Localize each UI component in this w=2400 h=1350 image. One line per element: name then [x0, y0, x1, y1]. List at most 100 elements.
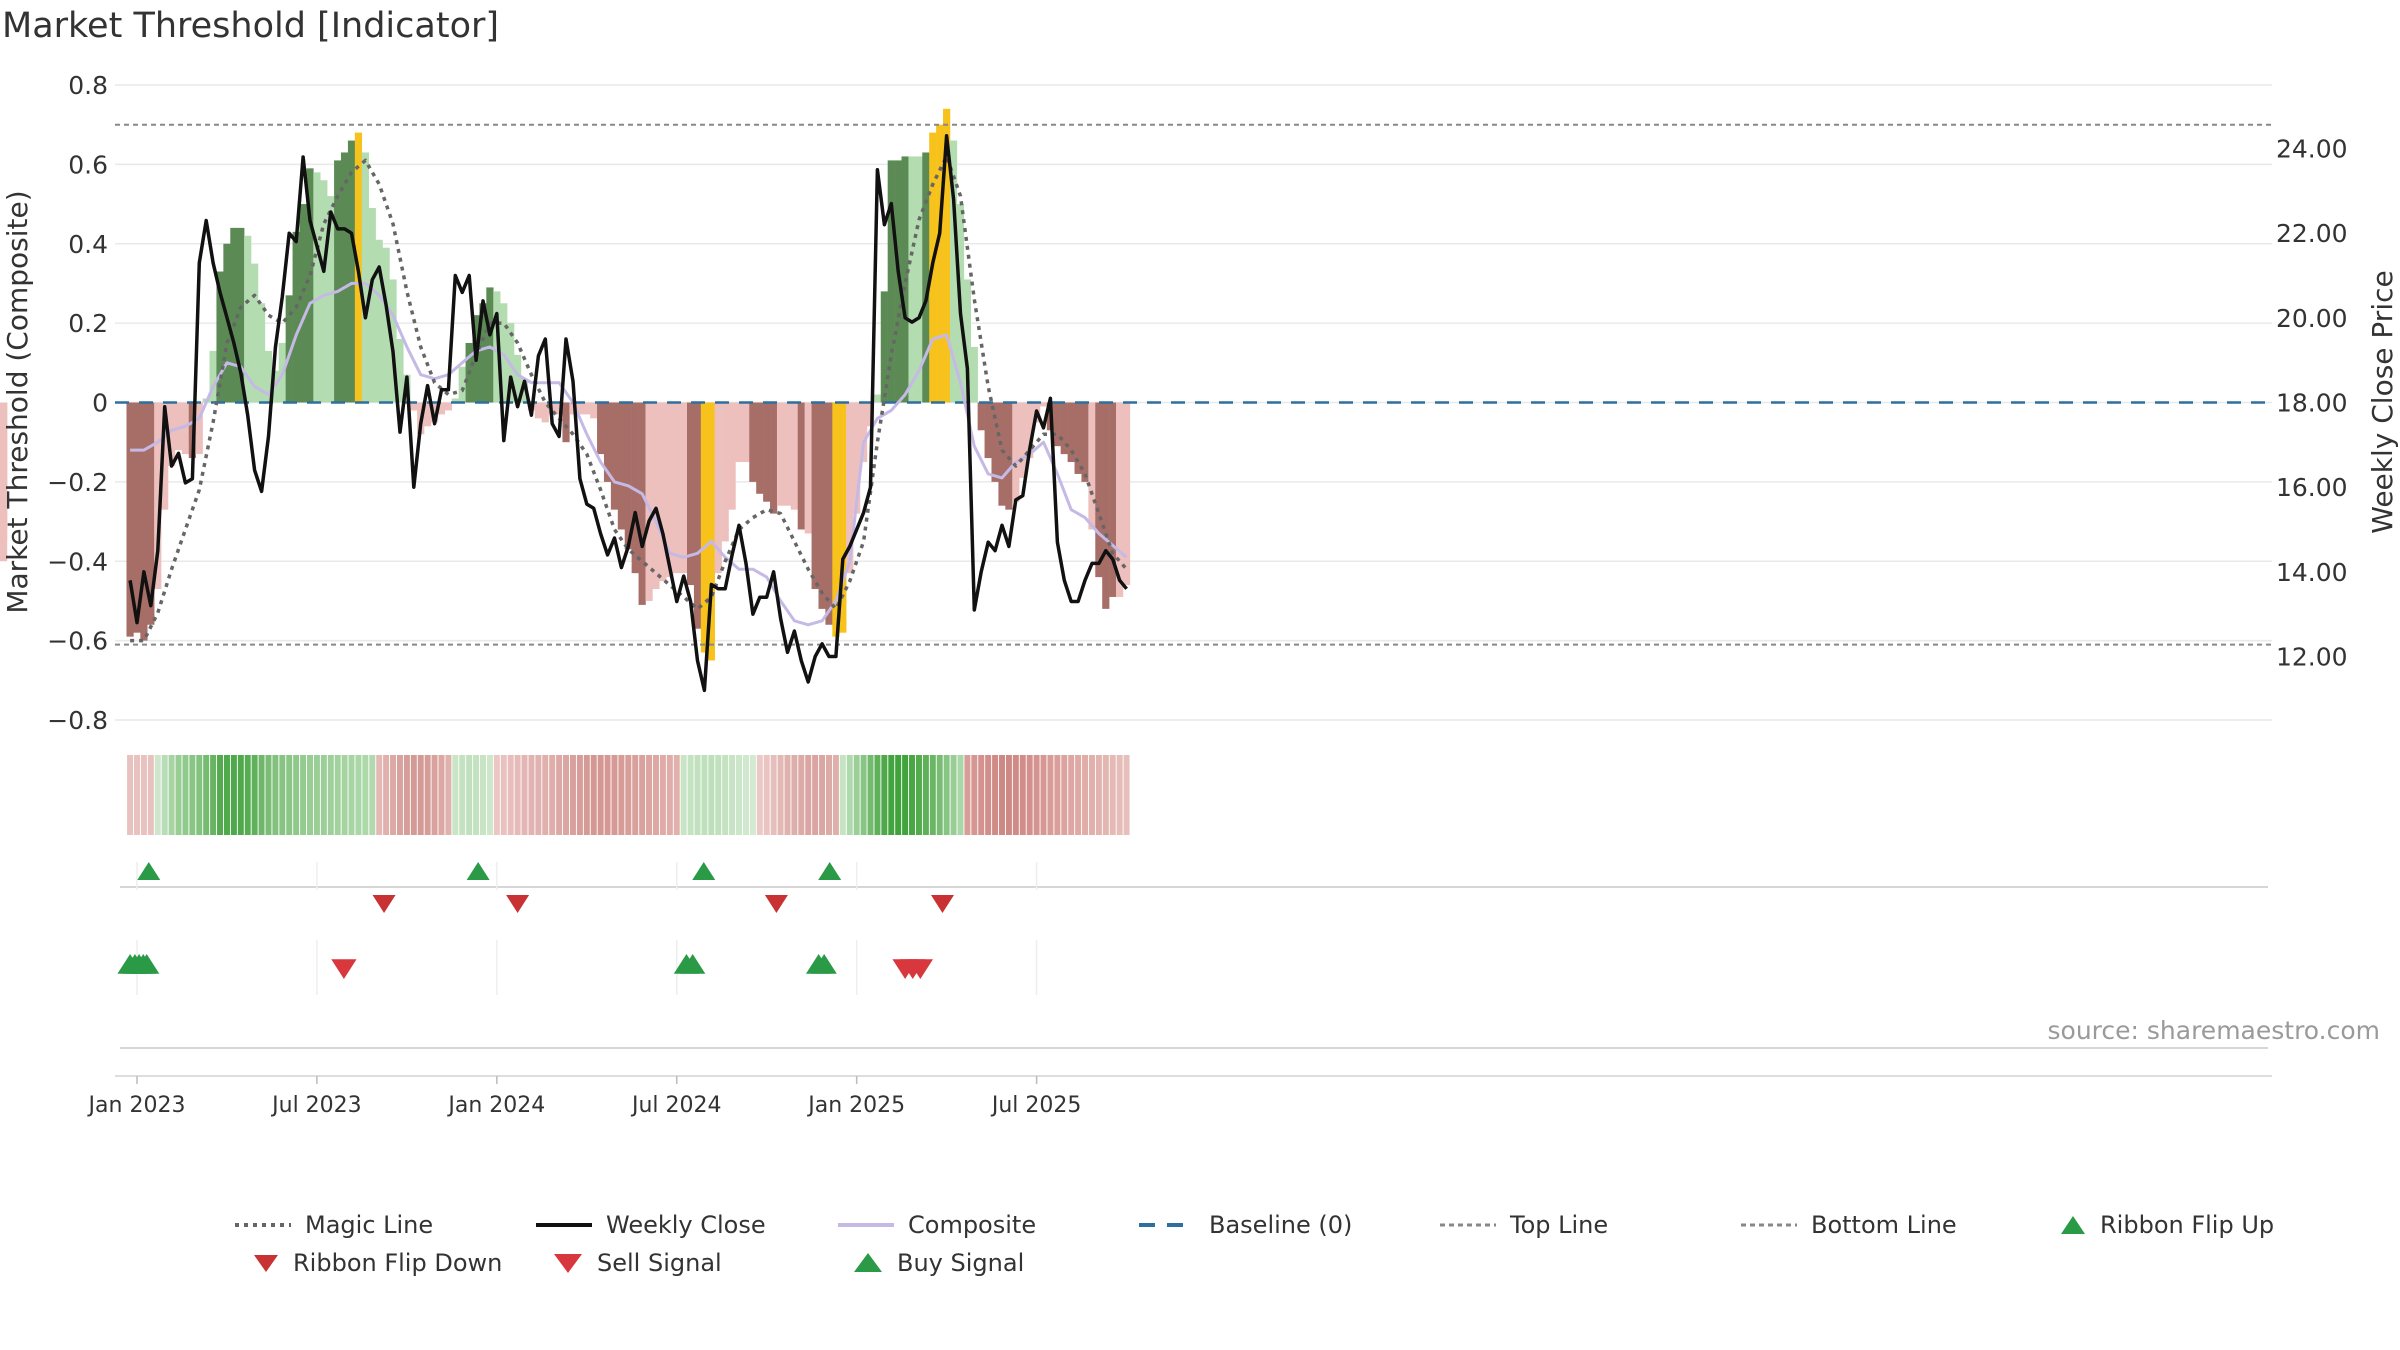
composite-bar	[922, 152, 930, 403]
composite-bar	[617, 402, 625, 530]
composite-bar	[936, 124, 944, 403]
composite-bar	[700, 402, 709, 653]
ribbon-segment	[978, 755, 985, 835]
composite-bar	[763, 402, 771, 502]
composite-bar	[437, 402, 446, 415]
ribbon-segment	[715, 755, 722, 835]
ribbon-segment	[763, 755, 770, 835]
ribbon-segment	[742, 755, 749, 835]
composite-bar	[133, 402, 141, 633]
composite-bar	[687, 402, 695, 586]
composite-bar	[770, 402, 778, 514]
y-tick-label: −0.8	[47, 706, 108, 735]
ribbon-segment	[569, 755, 576, 835]
composite-bar	[451, 398, 459, 403]
composite-bar	[368, 208, 376, 403]
composite-bar	[1122, 402, 1131, 586]
composite-bar	[161, 402, 169, 510]
ribbon-segment	[922, 755, 929, 835]
ribbon-segment	[999, 755, 1005, 835]
ribbon-segment	[542, 755, 549, 835]
composite-bar	[666, 402, 674, 578]
composite-bar	[313, 172, 321, 403]
composite-bar	[908, 156, 916, 403]
composite-bar	[659, 402, 667, 582]
composite-bar	[444, 402, 452, 411]
composite-bar	[991, 402, 999, 482]
composite-bar	[292, 231, 300, 403]
composite-bar	[756, 402, 764, 494]
composite-bar	[251, 263, 259, 403]
composite-bar	[1019, 402, 1027, 478]
ribbon-segment	[618, 755, 625, 835]
ribbon-segment	[383, 755, 390, 835]
ribbon-segment	[182, 755, 189, 835]
ribbon-segment	[985, 755, 992, 835]
ribbon-segment	[874, 755, 881, 835]
ribbon-flip-down-marker	[764, 895, 788, 913]
ribbon-segment	[521, 755, 528, 835]
buy-signal-marker	[811, 954, 837, 974]
ribbon-segment	[147, 755, 154, 835]
ribbon-flip-up-marker	[137, 862, 161, 880]
ribbon-segment	[673, 755, 680, 835]
y-tick-label: −0.6	[47, 627, 108, 656]
ribbon-segment	[950, 755, 957, 835]
composite-bar	[610, 402, 619, 510]
buy-signal-marker	[134, 954, 160, 974]
ribbon-segment	[223, 755, 230, 835]
composite-bar	[257, 303, 266, 403]
ribbon-flip-up-marker	[818, 862, 842, 880]
composite-bar	[963, 279, 971, 403]
ribbon-segment	[957, 755, 964, 835]
composite-bar	[631, 402, 639, 574]
ribbon-segment	[1075, 755, 1082, 835]
ribbon-segment	[1054, 755, 1061, 835]
ribbon-segment	[251, 755, 258, 835]
ribbon-segment	[826, 755, 832, 835]
y2-axis-title: Weekly Close Price	[2366, 270, 2399, 533]
composite-bar	[562, 402, 570, 443]
composite-bar	[410, 402, 418, 411]
composite-bar	[749, 402, 757, 482]
composite-bar	[1095, 402, 1103, 578]
ribbon-segment	[1116, 755, 1123, 835]
ribbon-segment	[1082, 755, 1089, 835]
composite-bar	[195, 402, 203, 455]
ribbon-segment	[784, 755, 791, 835]
composite-bar	[341, 152, 349, 403]
ribbon-segment	[528, 755, 535, 835]
y2-tick-label: 12.00	[2276, 643, 2348, 672]
y-tick-label: 0.4	[68, 230, 108, 259]
y2-tick-label: 24.00	[2276, 135, 2348, 164]
composite-bar	[396, 339, 404, 403]
composite-bar	[860, 402, 868, 463]
composite-bar	[998, 402, 1006, 506]
ribbon-segment	[410, 755, 417, 835]
composite-bar	[209, 350, 217, 403]
sell-signal-marker	[907, 959, 933, 979]
ribbon-segment	[1012, 755, 1019, 835]
composite-bar	[168, 402, 176, 466]
ribbon-segment	[500, 755, 507, 835]
composite-bar	[915, 156, 923, 403]
legend-label: Buy Signal	[897, 1249, 1025, 1277]
x-tick-label: Jul 2023	[270, 1093, 362, 1118]
composite-bar	[735, 402, 743, 463]
ribbon-segment	[431, 755, 438, 835]
ribbon-segment	[839, 755, 846, 835]
legend-label: Weekly Close	[606, 1211, 766, 1239]
x-tick-label: Jan 2025	[806, 1093, 905, 1118]
composite-bar	[1102, 402, 1110, 609]
legend-label: Ribbon Flip Up	[2100, 1211, 2275, 1239]
buy-signal-marker	[680, 954, 706, 974]
composite-bar	[1116, 402, 1124, 597]
legend-label: Top Line	[1510, 1211, 1609, 1239]
composite-bar	[776, 402, 785, 506]
y-tick-label: 0.2	[68, 309, 108, 338]
composite-bar	[832, 402, 840, 637]
y-tick-label: −0.4	[47, 547, 108, 576]
composite-bar	[230, 227, 238, 403]
ribbon-segment	[1088, 755, 1095, 835]
